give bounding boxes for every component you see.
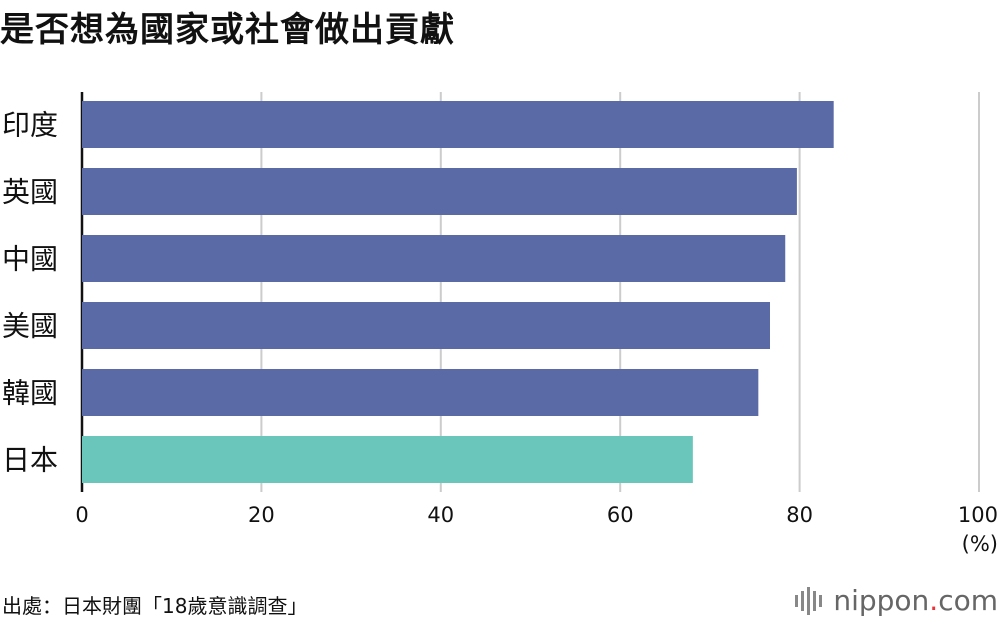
category-label: 英國 — [2, 176, 58, 209]
category-label: 印度 — [2, 109, 58, 142]
x-tick-label: 100 — [958, 503, 998, 527]
category-label: 韓國 — [2, 377, 58, 410]
logo-mark-icon — [795, 586, 825, 615]
bar-1 — [82, 101, 834, 148]
bar-5 — [82, 369, 759, 416]
category-label: 中國 — [2, 243, 58, 276]
chart-title: 是否想為國家或社會做出貢獻 — [0, 10, 455, 50]
logo-text-prefix: nippon — [833, 584, 930, 617]
category-label: 日本 — [2, 444, 58, 477]
nippon-logo: nippon. com — [795, 584, 998, 617]
x-tick-label: 20 — [248, 503, 275, 527]
bar-3 — [82, 235, 786, 282]
x-axis-unit: (%) — [962, 532, 998, 556]
x-tick-label: 40 — [427, 503, 454, 527]
source-note: 出處：日本財團「18歲意識調查」 — [2, 594, 308, 618]
logo-text-suffix: com — [938, 584, 998, 617]
x-tick-label: 60 — [607, 503, 634, 527]
bar-2 — [82, 168, 797, 215]
category-label: 美國 — [2, 310, 58, 343]
bar-4 — [82, 302, 770, 349]
x-tick-label: 0 — [75, 503, 88, 527]
bar-6 — [82, 436, 693, 483]
logo-dot: . — [929, 584, 939, 617]
x-tick-label: 80 — [786, 503, 813, 527]
